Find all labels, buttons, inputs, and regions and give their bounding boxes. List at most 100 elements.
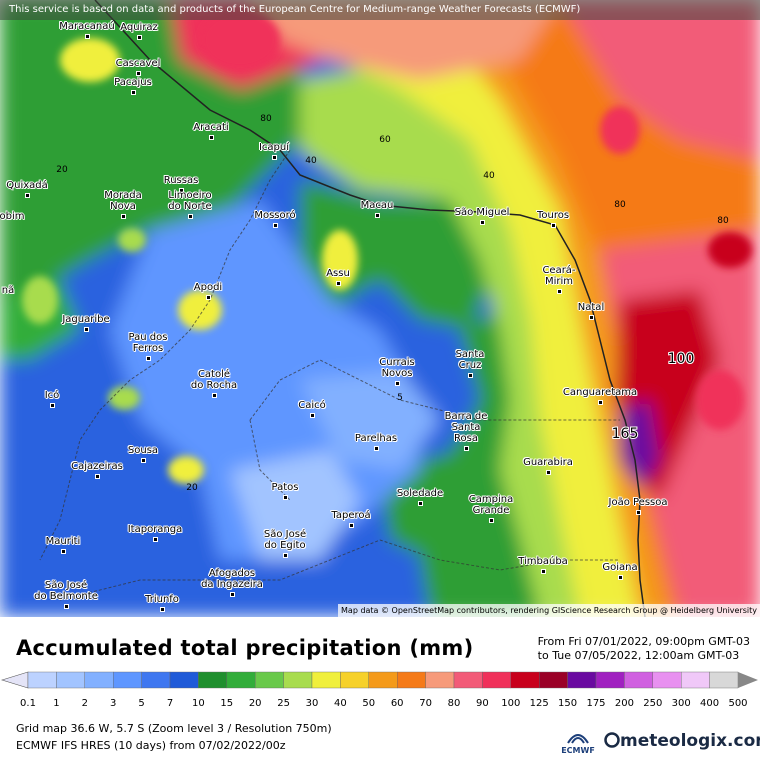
scale-cell [368, 671, 398, 689]
place-marker [541, 569, 546, 574]
place-label[interactable]: Natal [577, 302, 605, 313]
scale-tick-label: 40 [334, 698, 347, 709]
place-marker [160, 607, 165, 612]
ecmwf-logo: ECMWF [560, 730, 596, 755]
scale-tick-label: 7 [166, 698, 174, 709]
place-label[interactable]: Apodi [193, 282, 223, 293]
scale-tick-label: 175 [586, 698, 606, 709]
place-marker [85, 34, 90, 39]
place-marker [557, 289, 562, 294]
scale-tick-label: 70 [419, 698, 432, 709]
place-label[interactable]: São José do Egito [263, 529, 307, 551]
scale-cell [27, 671, 57, 689]
place-label[interactable]: Campina Grande [468, 494, 514, 516]
place-marker [64, 604, 69, 609]
place-label[interactable]: Parelhas [354, 433, 398, 444]
place-label[interactable]: Icó [44, 390, 60, 401]
place-label[interactable]: Soledade [396, 488, 444, 499]
scale-cell [283, 671, 313, 689]
time-to: to Tue 07/05/2022, 12:00am GMT-03 [537, 649, 740, 662]
place-label[interactable]: Guarabira [523, 457, 573, 468]
scale-tick-label: 5 [138, 698, 145, 709]
contour-label: 80 [614, 200, 626, 210]
meteologix-logo-icon [604, 732, 620, 748]
meteologix-logo-text: meteologix.com [620, 731, 760, 751]
place-label[interactable]: São Miguel [454, 207, 510, 218]
place-label[interactable]: João Pessoa [608, 497, 668, 508]
place-label[interactable]: Assu [326, 268, 350, 279]
scale-tick-label: 80 [447, 698, 461, 709]
place-label[interactable]: Russas [163, 175, 199, 186]
scale-cell [595, 671, 625, 689]
contour-label: 80 [717, 216, 729, 226]
scale-cell [397, 671, 426, 689]
place-marker [209, 135, 214, 140]
place-label[interactable]: Catolé do Rocha [190, 369, 238, 391]
contour-label: 20 [56, 165, 68, 175]
place-label-edge: obim [0, 211, 25, 222]
place-marker [589, 315, 594, 320]
scale-tick-label: 2 [81, 698, 88, 709]
place-label[interactable]: Timbaúba [518, 556, 568, 567]
place-label[interactable]: Mauriti [45, 536, 81, 547]
place-label[interactable]: Currais Novos [379, 357, 415, 379]
place-label[interactable]: Barra de Santa Rosa [444, 411, 488, 444]
place-label[interactable]: Santa Cruz [455, 349, 485, 371]
place-marker [230, 592, 235, 597]
scale-cell [311, 671, 341, 689]
place-label[interactable]: Icapuí [258, 142, 290, 153]
place-label[interactable]: Jaguaribe [62, 314, 110, 325]
scale-cell [624, 671, 654, 689]
place-label[interactable]: Cascavel [115, 58, 161, 69]
contour-label: 40 [483, 171, 495, 181]
place-label[interactable]: Mossoró [254, 210, 296, 221]
coastline [94, 0, 646, 617]
place-label[interactable]: Canguaretama [562, 387, 638, 398]
place-marker [374, 446, 379, 451]
place-label[interactable]: Pacajus [114, 77, 152, 88]
grid-info: Grid map 36.6 W, 5.7 S (Zoom level 3 / R… [16, 722, 332, 735]
precipitation-map[interactable]: 80 60 40 40 80 80 20 100 165 20 5 [0, 0, 760, 617]
place-marker [395, 381, 400, 386]
ecmwf-logo-text: ECMWF [561, 746, 595, 755]
scale-cell [84, 671, 114, 689]
place-label[interactable]: Aquiraz [120, 22, 158, 33]
place-marker [137, 35, 142, 40]
place-label[interactable]: Ceará- Mirim [542, 265, 576, 287]
scale-cell [56, 671, 86, 689]
time-from: From Fri 07/01/2022, 09:00pm GMT-03 [537, 635, 750, 648]
place-label[interactable]: Quixadá [6, 180, 48, 191]
place-label[interactable]: Caicó [298, 400, 326, 411]
place-label[interactable]: Itaporanga [127, 524, 183, 535]
place-label[interactable]: Pau dos Ferros [128, 332, 168, 354]
place-marker [206, 295, 211, 300]
scale-cell [539, 671, 568, 689]
place-marker [272, 155, 277, 160]
place-label[interactable]: Sousa [127, 445, 159, 456]
place-label[interactable]: Triunfo [145, 594, 179, 605]
scale-tick-label: 60 [390, 698, 404, 709]
scale-cell [652, 671, 682, 689]
place-marker [283, 495, 288, 500]
place-label[interactable]: Cajazeiras [71, 461, 123, 472]
place-label[interactable]: Touros [536, 210, 570, 221]
map-attribution[interactable]: Map data © OpenStreetMap contributors, r… [338, 604, 760, 617]
place-label[interactable]: Taperoá [331, 510, 371, 521]
place-label[interactable]: Goiana [602, 562, 638, 573]
scale-cell [340, 671, 369, 689]
scale-tick-label: 30 [305, 698, 319, 709]
meteologix-logo[interactable]: meteologix.com [604, 731, 760, 751]
place-label[interactable]: Morada Nova [104, 190, 142, 212]
place-marker [188, 214, 193, 219]
contour-label: 40 [305, 156, 317, 166]
place-label[interactable]: Limoeiro do Norte [168, 190, 212, 212]
scale-cell [681, 671, 710, 689]
place-label[interactable]: Maracanaú [59, 21, 115, 32]
place-label[interactable]: Macau [360, 200, 394, 211]
place-label[interactable]: Afogados da Ingazeira [201, 568, 263, 590]
place-label[interactable]: Aracati [193, 122, 229, 133]
place-marker [153, 537, 158, 542]
place-label[interactable]: Patos [271, 482, 299, 493]
place-label[interactable]: São José do Belmonte [34, 580, 98, 602]
